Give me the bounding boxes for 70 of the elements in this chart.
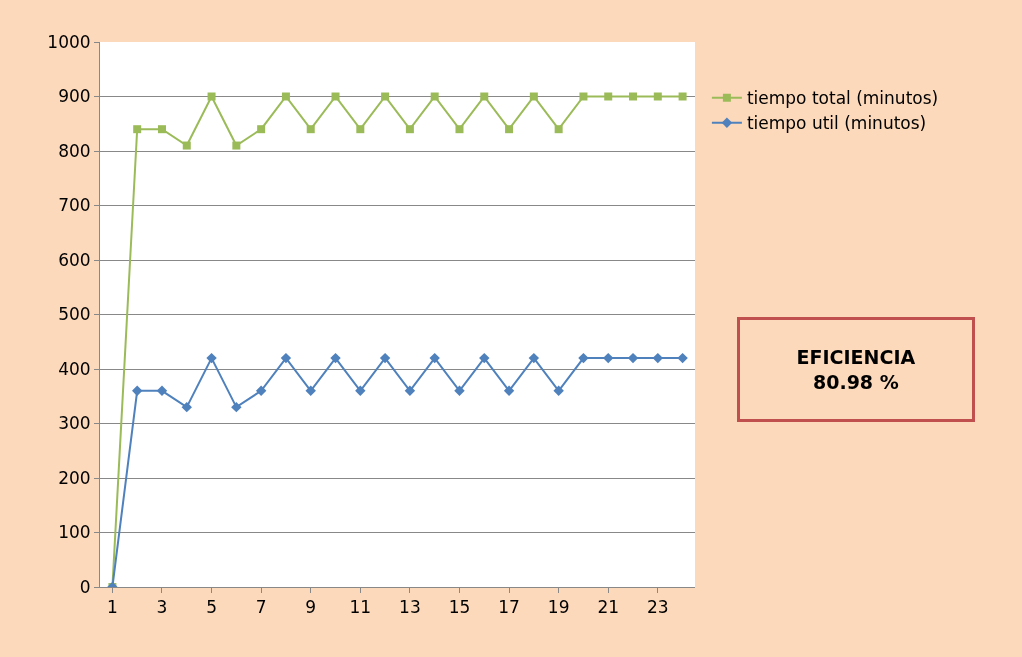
y-tick-label: 300: [58, 413, 91, 434]
point: [356, 125, 365, 134]
y-tick-label: 1000: [47, 31, 91, 52]
point: [529, 92, 538, 101]
point: [678, 92, 687, 101]
y-tick-label: 0: [79, 576, 91, 597]
y-tick-label: 800: [58, 140, 91, 161]
y-tick-label: 700: [58, 195, 91, 216]
x-tick-label: 1: [106, 597, 118, 618]
point: [232, 141, 241, 150]
x-tick-label: 17: [498, 597, 520, 618]
x-tick-label: 23: [646, 597, 669, 618]
legend-label: tiempo total (minutos): [746, 88, 939, 109]
x-tick-label: 7: [255, 597, 267, 618]
point: [305, 385, 316, 396]
point: [554, 125, 563, 134]
point: [480, 92, 489, 101]
point: [455, 125, 464, 134]
y-tick-label: 200: [58, 467, 91, 488]
point: [257, 125, 266, 134]
point: [604, 92, 613, 101]
point: [430, 92, 439, 101]
point: [603, 352, 614, 364]
x-tick-label: 13: [399, 597, 421, 618]
y-tick-label: 100: [58, 522, 91, 543]
y-tick-label: 900: [58, 86, 91, 107]
point: [429, 352, 440, 364]
x-tick-label: 21: [597, 597, 620, 618]
point: [505, 125, 514, 134]
x-tick-label: 11: [349, 597, 372, 618]
point: [405, 125, 414, 134]
point: [379, 352, 391, 364]
legend-label: tiempo util (minutos): [746, 113, 927, 134]
point: [330, 352, 341, 364]
x-tick-label: 15: [448, 597, 471, 618]
point: [157, 125, 166, 134]
point: [553, 385, 564, 396]
point: [454, 385, 465, 396]
point: [528, 352, 540, 364]
y-tick-label: 500: [58, 304, 91, 325]
x-tick-label: 5: [206, 597, 217, 618]
point: [578, 352, 589, 364]
point: [479, 352, 490, 364]
point: [281, 92, 290, 101]
point: [503, 385, 515, 396]
point: [629, 92, 638, 101]
point: [306, 125, 315, 134]
y-tick-label: 400: [58, 358, 91, 379]
point: [182, 141, 191, 150]
point: [355, 385, 366, 396]
point: [579, 92, 588, 101]
point: [381, 92, 390, 101]
point: [133, 125, 142, 134]
x-tick-label: 3: [156, 597, 168, 618]
point: [206, 352, 217, 364]
point: [280, 352, 292, 364]
x-tick-label: 19: [547, 597, 570, 618]
y-tick-label: 600: [58, 249, 91, 270]
point: [677, 352, 688, 364]
text: EFICIENCIA 80.98 %: [796, 346, 916, 393]
point: [181, 401, 192, 413]
point: [207, 92, 216, 101]
point: [255, 385, 267, 396]
point: [404, 385, 416, 396]
point: [231, 401, 242, 413]
point: [156, 385, 168, 396]
x-tick-label: 9: [305, 597, 317, 618]
point: [131, 385, 143, 396]
point: [653, 92, 662, 101]
point: [331, 92, 340, 101]
